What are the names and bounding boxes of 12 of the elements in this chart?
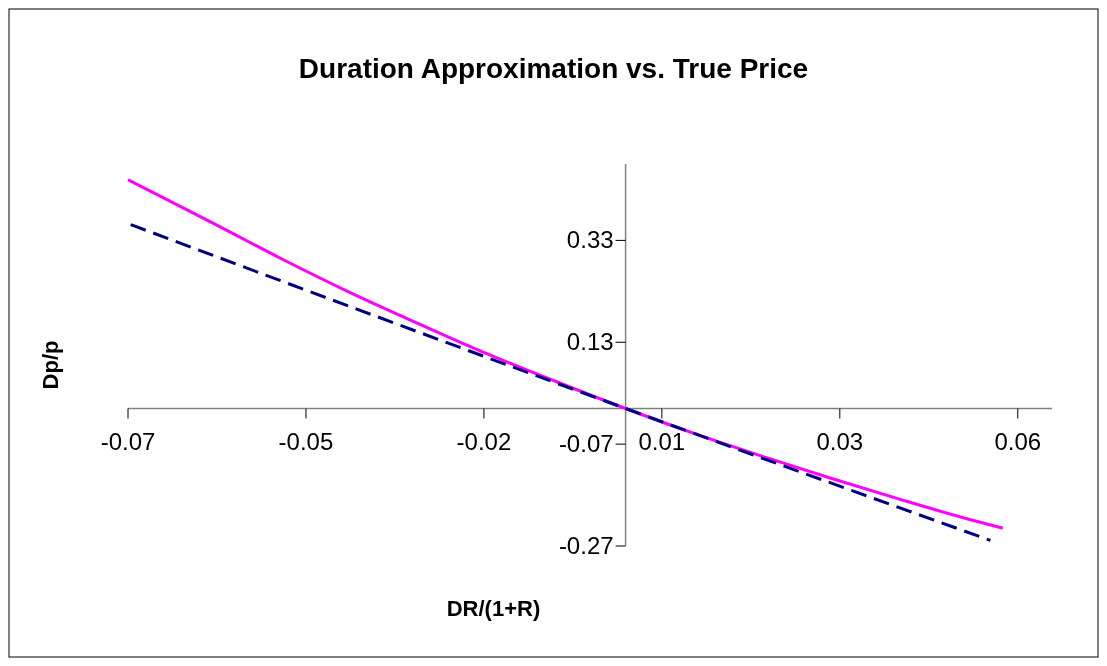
x-tick-label: 0.03 (816, 428, 864, 456)
y-tick-label: -0.27 (558, 532, 614, 559)
y-axis-title: Dp/p (38, 340, 63, 390)
x-tick-label: 0.06 (994, 428, 1042, 456)
chart-title: Duration Approximation vs. True Price (298, 53, 809, 84)
x-tick-label: -0.07 (100, 428, 156, 456)
y-tick-label: 0.13 (566, 328, 614, 356)
x-axis-title: DR/(1+R) (446, 596, 541, 621)
x-tick-label: -0.05 (278, 428, 334, 456)
y-tick-label: 0.33 (566, 226, 614, 254)
x-tick-label: -0.02 (456, 428, 512, 456)
x-tick-label: 0.01 (638, 428, 686, 456)
